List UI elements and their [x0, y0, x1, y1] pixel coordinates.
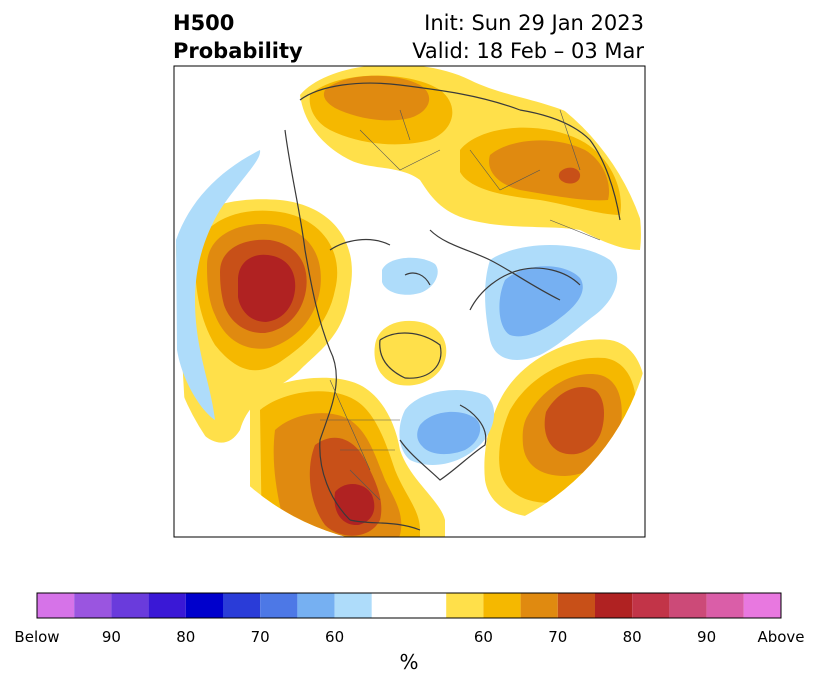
colorbar-neutral-swatch — [371, 593, 447, 618]
colorbar-tick-label: Above — [757, 628, 805, 646]
country-borders — [320, 109, 601, 501]
colorbar-below-swatch-5 — [223, 593, 261, 618]
valid-date: Valid: 18 Feb – 03 Mar — [412, 39, 644, 63]
colorbar-above-swatch-6 — [669, 593, 707, 618]
colorbar-tick-label: 80 — [176, 628, 196, 646]
colorbar-below-swatch-0 — [37, 593, 75, 618]
map-frame — [173, 65, 646, 538]
colorbar-below-swatch-4 — [185, 593, 223, 618]
region-west-pacific-below — [176, 150, 261, 420]
colorbar-above-swatch-7 — [706, 593, 744, 618]
colorbar-tick-label: 90 — [101, 628, 121, 646]
colorbar-below-swatch-1 — [74, 593, 112, 618]
colorbar-tick-label: Below — [14, 628, 60, 646]
colorbar-tick-label: 70 — [548, 628, 568, 646]
probability-field — [176, 66, 645, 537]
title-line-1: H500 — [173, 11, 235, 35]
colorbar-above-swatch-1 — [483, 593, 521, 618]
colorbar-below-swatch-2 — [111, 593, 149, 618]
region-eastern-north-america-65 — [417, 411, 481, 455]
colorbar-below-swatch-6 — [260, 593, 298, 618]
colorbar-above-swatch-2 — [520, 593, 558, 618]
init-date: Init: Sun 29 Jan 2023 — [424, 11, 644, 35]
region-eurasia-70 — [323, 75, 610, 201]
colorbar-below-swatch-7 — [297, 593, 335, 618]
coastlines — [284, 82, 621, 531]
region-arctic-europe-65 — [499, 266, 583, 337]
title-line-2: Probability — [173, 39, 303, 63]
colorbar-tick-label: 90 — [697, 628, 717, 646]
colorbar-below-swatch-3 — [148, 593, 186, 618]
region-hudson-above — [374, 320, 447, 386]
region-eurasia-75 — [558, 167, 581, 184]
colorbar-border — [36, 592, 782, 619]
colorbar-tick-label: 60 — [325, 628, 345, 646]
colorbar-above-swatch-5 — [632, 593, 670, 618]
colorbar-tick-label: 80 — [622, 628, 642, 646]
region-arctic-below — [382, 257, 438, 295]
colorbar-above-swatch-8 — [743, 593, 781, 618]
region-atlantic-75 — [544, 386, 605, 455]
colorbar-below-swatch-8 — [334, 593, 372, 618]
colorbar-unit: % — [399, 650, 419, 674]
colorbar-above-swatch-3 — [557, 593, 595, 618]
colorbar-above-swatch-0 — [446, 593, 484, 618]
region-pacific-80 — [238, 254, 296, 322]
chart-title: H500 Probability — [173, 9, 303, 65]
colorbar-tick-label: 60 — [473, 628, 493, 646]
colorbar-above-swatch-4 — [595, 593, 633, 618]
colorbar-tick-label: 70 — [250, 628, 270, 646]
forecast-dates: Init: Sun 29 Jan 2023 Valid: 18 Feb – 03… — [412, 9, 644, 65]
